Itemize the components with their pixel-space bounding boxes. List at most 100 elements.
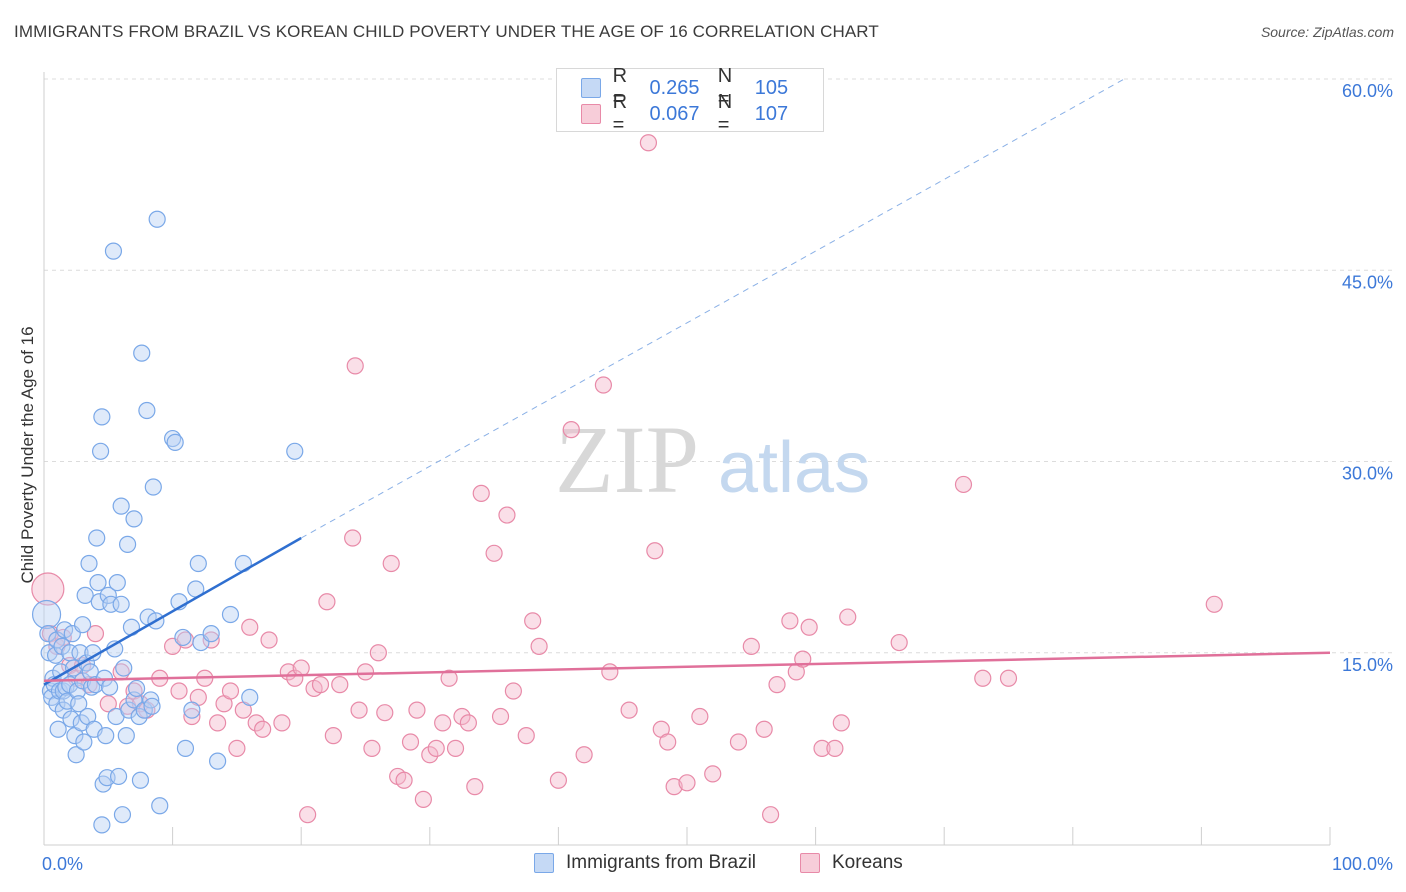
legend-label-koreans: Koreans (832, 852, 903, 873)
brazil-point (70, 695, 88, 713)
korean-point (221, 682, 240, 700)
korean-point (170, 682, 188, 700)
brazil-point (117, 727, 135, 745)
brazil-point (131, 771, 150, 789)
koreans-swatch (581, 104, 601, 124)
brazil-point (113, 806, 132, 824)
brazil-point (62, 710, 80, 728)
watermark: ZIP atlas (555, 406, 870, 513)
korean-point (446, 739, 465, 757)
korean-point (356, 663, 375, 681)
brazil-point (241, 688, 259, 706)
korean-point (665, 778, 683, 796)
korean-point (890, 633, 908, 652)
korean-point (202, 631, 220, 649)
brazil-point (202, 625, 220, 643)
korean-point (832, 714, 850, 732)
brazil-point (73, 616, 92, 634)
r-value-koreans: 0.067 (649, 102, 700, 125)
korean-point (346, 357, 364, 375)
korean-point (453, 707, 471, 726)
korean-point (318, 593, 336, 611)
source-label: Source: ZipAtlas.com (1260, 24, 1394, 40)
chart-title: IMMIGRANTS FROM BRAZIL VS KOREAN CHILD P… (14, 22, 879, 41)
brazil-point (76, 586, 94, 604)
legend-item-brazil[interactable]: Immigrants from Brazil (534, 852, 756, 874)
y-tick-label: 15.0% (1342, 655, 1393, 675)
korean-point (401, 733, 420, 751)
korean-point (691, 707, 709, 726)
brazil-point (286, 442, 304, 460)
r-label: R = (612, 91, 628, 136)
trend-line-koreans (43, 651, 1331, 683)
korean-point (504, 682, 522, 700)
brazil-point (71, 644, 89, 662)
brazil-point (151, 797, 169, 815)
korean-point (408, 701, 426, 719)
korean-point (781, 612, 799, 630)
series-legend: Immigrants from Brazil Koreans (0, 852, 1406, 878)
brazil-point (166, 433, 184, 451)
brazil-point (138, 401, 156, 420)
korean-point (421, 746, 439, 764)
korean-point (241, 618, 259, 636)
korean-point (646, 542, 664, 560)
trend-lines (43, 78, 1331, 686)
brazil-point (67, 746, 85, 764)
brazil-point (118, 535, 137, 553)
korean-point (530, 637, 548, 655)
brazil-point (133, 344, 151, 362)
brazil-point (183, 701, 201, 719)
brazil-swatch (581, 78, 601, 98)
r-value-brazil: 0.265 (649, 76, 700, 99)
brazil-point (112, 595, 130, 613)
koreans-legend-swatch (800, 853, 820, 873)
korean-point (273, 714, 291, 732)
korean-point (86, 625, 105, 643)
korean-point (954, 475, 973, 494)
brazil-point (209, 752, 227, 770)
brazil-point (88, 529, 106, 547)
korean-point (466, 778, 484, 796)
korean-point (254, 720, 272, 738)
korean-point (299, 806, 317, 824)
trend-line-brazil-extension (300, 78, 1125, 539)
korean-point (524, 612, 542, 630)
korean-point (247, 714, 265, 732)
y-axis-label: Child Poverty Under the Age of 16 (18, 326, 37, 584)
brazil-point (176, 739, 195, 757)
korean-point (414, 790, 432, 808)
n-label: N = (717, 65, 733, 110)
korean-point (839, 608, 857, 626)
legend-item-koreans[interactable]: Koreans (800, 852, 903, 874)
n-label: N = (717, 91, 733, 136)
korean-point (517, 727, 535, 745)
stats-legend: R = 0.265 N = 105 R = 0.067 N = 107 (556, 65, 824, 136)
brazil-point (189, 554, 207, 573)
korean-point (376, 704, 394, 722)
korean-point (228, 739, 246, 757)
korean-point (575, 746, 593, 764)
korean-point (678, 774, 696, 792)
korean-point (1205, 595, 1223, 613)
korean-point (485, 544, 503, 562)
korean-point (183, 707, 201, 726)
watermark-zip: ZIP (555, 406, 699, 513)
korean-point (350, 701, 368, 719)
brazil-point (143, 697, 161, 715)
korean-point (755, 720, 773, 738)
stats-legend-row-brazil: R = 0.265 N = 105 (581, 65, 823, 110)
brazil-point (100, 678, 119, 696)
korean-point (344, 529, 362, 547)
korean-point (974, 669, 992, 687)
brazil-point (174, 628, 192, 647)
brazil-point (148, 210, 166, 228)
axes (43, 72, 1331, 846)
brazil-legend-swatch (534, 853, 554, 873)
brazil-point (49, 720, 67, 738)
korean-point (498, 506, 516, 524)
brazil-point (97, 727, 115, 745)
korean-point (440, 669, 458, 687)
x-tick-label-min: 0.0% (42, 854, 83, 874)
